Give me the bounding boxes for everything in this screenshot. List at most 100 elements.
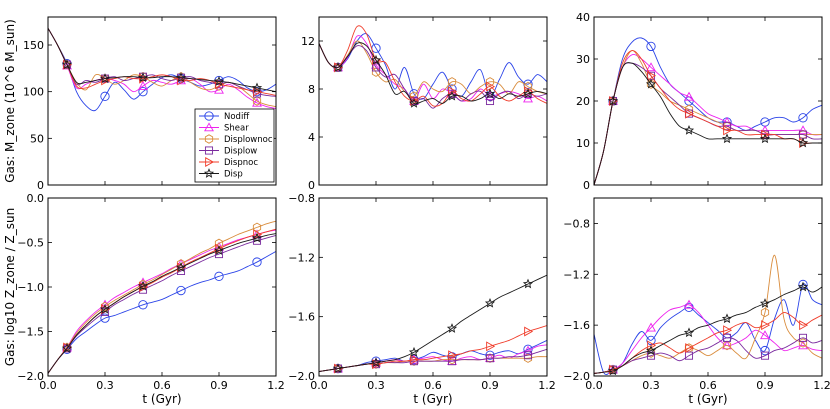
data-point-nodiff xyxy=(252,257,262,267)
data-point-disp xyxy=(332,363,344,373)
series-line-shear xyxy=(48,27,276,109)
data-point-shear xyxy=(684,91,694,101)
series-line-displownoc xyxy=(319,356,547,372)
series-line-shear xyxy=(48,229,276,374)
data-point-disp xyxy=(99,303,111,314)
series-line-nodiff xyxy=(48,27,276,112)
data-point-displownoc xyxy=(252,222,262,233)
series-line-nodiff xyxy=(594,283,822,375)
plot-frame xyxy=(318,197,548,377)
data-point-nodiff xyxy=(646,41,656,52)
x-tick-label: 0.9 xyxy=(756,379,774,392)
x-tick-label: 0.6 xyxy=(699,379,717,392)
data-point-disp xyxy=(721,133,733,144)
data-point-dispnoc xyxy=(486,81,496,92)
series-group xyxy=(48,220,276,374)
data-point-disp xyxy=(645,345,657,355)
series-line-disp xyxy=(594,62,822,185)
series-group xyxy=(594,37,822,185)
y-tick-label: 0 xyxy=(37,179,44,192)
y-tick-label: 0 xyxy=(308,179,315,192)
series-line-displow xyxy=(594,337,822,374)
x-tick-label: 1.2 xyxy=(538,379,556,392)
data-point-disp xyxy=(484,88,496,99)
data-point-nodiff xyxy=(646,335,656,346)
x-tick-label: 0.6 xyxy=(153,379,171,392)
panel-mass-1: 0 50 100 150 Gas: M_zone (10^6 M_sun) Nodiff S… xyxy=(3,16,277,192)
data-point-disp xyxy=(61,343,73,353)
data-point-nodiff xyxy=(138,87,148,97)
series-line-displownoc xyxy=(48,27,276,108)
legend-label: Dispnoc xyxy=(224,158,258,168)
data-point-shear xyxy=(523,93,533,103)
data-point-disp xyxy=(721,313,733,324)
series-line-disp xyxy=(48,233,276,374)
data-point-displow xyxy=(485,96,495,106)
series-line-displownoc xyxy=(594,50,822,185)
data-point-disp xyxy=(175,262,187,272)
y-tick-label: −1.2 xyxy=(288,251,315,264)
y-tick-label: −1.6 xyxy=(288,311,315,324)
series-line-displow xyxy=(594,62,822,185)
data-point-nodiff xyxy=(447,84,457,94)
data-point-dispnoc xyxy=(486,341,496,352)
y-tick-label: −2.0 xyxy=(288,370,315,383)
data-point-disp xyxy=(446,323,458,333)
series-line-nodiff xyxy=(319,339,547,372)
panel-metal-3: −1.6 −1.2 −0.8 −2.00.0 0.3 0.6 0.9 1.2 t (Gyr) xyxy=(563,197,830,406)
series-line-dispnoc xyxy=(48,228,276,374)
y-tick-label: 150 xyxy=(23,39,44,52)
x-tick-label: 0.0 xyxy=(39,379,57,392)
data-point-disp xyxy=(213,245,225,255)
y-tick-label: 0 xyxy=(583,179,590,192)
series-group xyxy=(319,25,547,109)
y-tick-label: 40 xyxy=(576,11,590,24)
legend-marker xyxy=(203,168,215,178)
data-point-disp xyxy=(370,357,382,367)
data-point-displownoc xyxy=(252,96,262,106)
series-line-nodiff xyxy=(48,251,276,374)
panel-metal-1: −2.0 −1.5 −1.0 −0.5 0.0 0.0 0.3 0.6 0.9 1.2 t (Gyr… xyxy=(3,192,285,406)
series-line-displow xyxy=(48,234,276,374)
data-point-nodiff xyxy=(138,300,148,310)
data-point-dispnoc xyxy=(139,282,149,292)
data-point-displownoc xyxy=(485,77,495,87)
legend-label: Shear xyxy=(224,124,249,134)
data-point-shear xyxy=(646,322,656,332)
y-tick-label: −2.0 xyxy=(17,370,44,383)
x-tick-label: 0.0 xyxy=(310,379,328,392)
data-point-disp xyxy=(137,280,149,291)
data-point-disp xyxy=(61,59,73,69)
series-line-nodiff xyxy=(594,37,822,185)
legend-marker xyxy=(204,146,214,155)
series-line-displow xyxy=(319,43,547,109)
data-point-shear xyxy=(798,125,808,135)
data-point-disp xyxy=(408,346,420,357)
y-tick-label: −1.0 xyxy=(17,281,44,294)
panel-mass-3: 0 10 20 30 40 xyxy=(576,11,823,192)
y-tick-label: −0.8 xyxy=(288,192,315,205)
x-tick-label: 1.2 xyxy=(813,379,830,392)
data-point-dispnoc xyxy=(524,326,534,337)
x-tick-label: 0.6 xyxy=(424,379,442,392)
data-point-dispnoc xyxy=(723,125,733,136)
series-line-disp xyxy=(594,286,822,374)
data-point-shear xyxy=(684,299,694,309)
series-line-disp xyxy=(48,27,276,93)
data-point-dispnoc xyxy=(647,70,657,81)
data-point-disp xyxy=(484,297,496,308)
data-point-disp xyxy=(797,281,809,292)
series-line-displow xyxy=(48,27,276,97)
y-tick-label: −2.0 xyxy=(563,370,590,383)
data-point-displow xyxy=(760,351,770,360)
data-point-displownoc xyxy=(722,340,732,351)
data-point-disp xyxy=(408,98,420,108)
series-line-shear xyxy=(594,54,822,185)
data-point-displownoc xyxy=(523,81,533,92)
data-point-disp xyxy=(683,327,695,338)
data-point-disp xyxy=(213,76,225,86)
data-point-displownoc xyxy=(214,238,224,249)
data-point-disp xyxy=(332,62,344,72)
data-point-disp xyxy=(99,73,111,83)
